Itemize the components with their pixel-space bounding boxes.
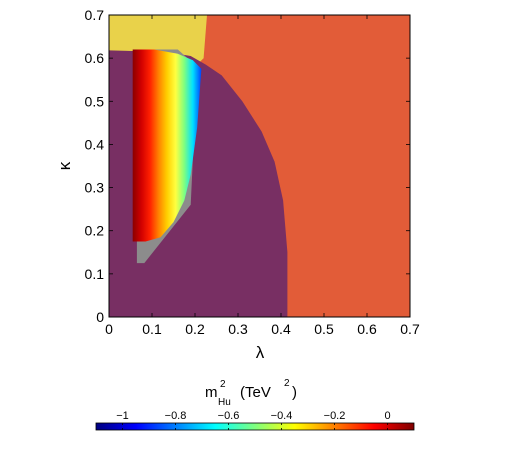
colorbar-title-sub: Hu — [218, 397, 231, 408]
plot-area — [109, 15, 410, 317]
x-tick-label: 0.5 — [314, 321, 334, 337]
colorbar-title: m 2 Hu (TeV 2 ) — [205, 378, 297, 408]
colorbar-title-unit-pre: (TeV — [240, 384, 271, 401]
colorbar-tick-label: −0.6 — [218, 410, 240, 422]
colorbar-tick-label: −0.2 — [324, 410, 346, 422]
plot-frame — [108, 14, 411, 318]
y-tick-label: 0.4 — [85, 136, 105, 152]
mhu-colored-band — [132, 49, 202, 242]
x-tick-label: 0.6 — [357, 321, 377, 337]
x-axis-title: λ — [256, 343, 265, 362]
colorbar-tick-label: −0.8 — [165, 410, 187, 422]
x-axis: 0 0.1 0.2 0.3 0.4 0.5 0.6 0.7 — [105, 15, 420, 337]
colorbar-title-sup: 2 — [220, 379, 226, 390]
colorbar-ticks: −1 −0.8 −0.6 −0.4 −0.2 0 — [116, 410, 391, 430]
colorbar-gradient-bar — [95, 422, 415, 431]
colorbar-title-main: m — [205, 384, 218, 401]
y-tick-label: 0.6 — [85, 50, 105, 66]
colorbar-tick-label: 0 — [384, 410, 390, 422]
x-tick-label: 0.4 — [271, 321, 291, 337]
colorbar-title-unit-sup: 2 — [284, 378, 290, 389]
colorbar-title-unit-post: ) — [292, 384, 297, 401]
y-axis-title: κ — [55, 161, 74, 170]
y-tick-label: 0.5 — [85, 93, 105, 109]
y-tick-label: 0.1 — [85, 266, 105, 282]
x-tick-label: 0 — [105, 321, 113, 337]
colorbar-tick-label: −1 — [116, 410, 129, 422]
y-tick-label: 0 — [96, 309, 104, 325]
x-tick-label: 0.2 — [185, 321, 205, 337]
y-tick-label: 0.3 — [85, 180, 105, 196]
x-tick-label: 0.3 — [228, 321, 248, 337]
y-tick-label: 0.2 — [85, 223, 105, 239]
colorbar: −1 −0.8 −0.6 −0.4 −0.2 0 — [95, 410, 415, 431]
colorbar-tick-label: −0.4 — [271, 410, 293, 422]
y-tick-label: 0.7 — [85, 7, 105, 23]
x-tick-label: 0.1 — [142, 321, 162, 337]
y-axis: 0 0.1 0.2 0.3 0.4 0.5 0.6 0.7 — [85, 7, 410, 325]
x-tick-label: 0.7 — [400, 321, 420, 337]
